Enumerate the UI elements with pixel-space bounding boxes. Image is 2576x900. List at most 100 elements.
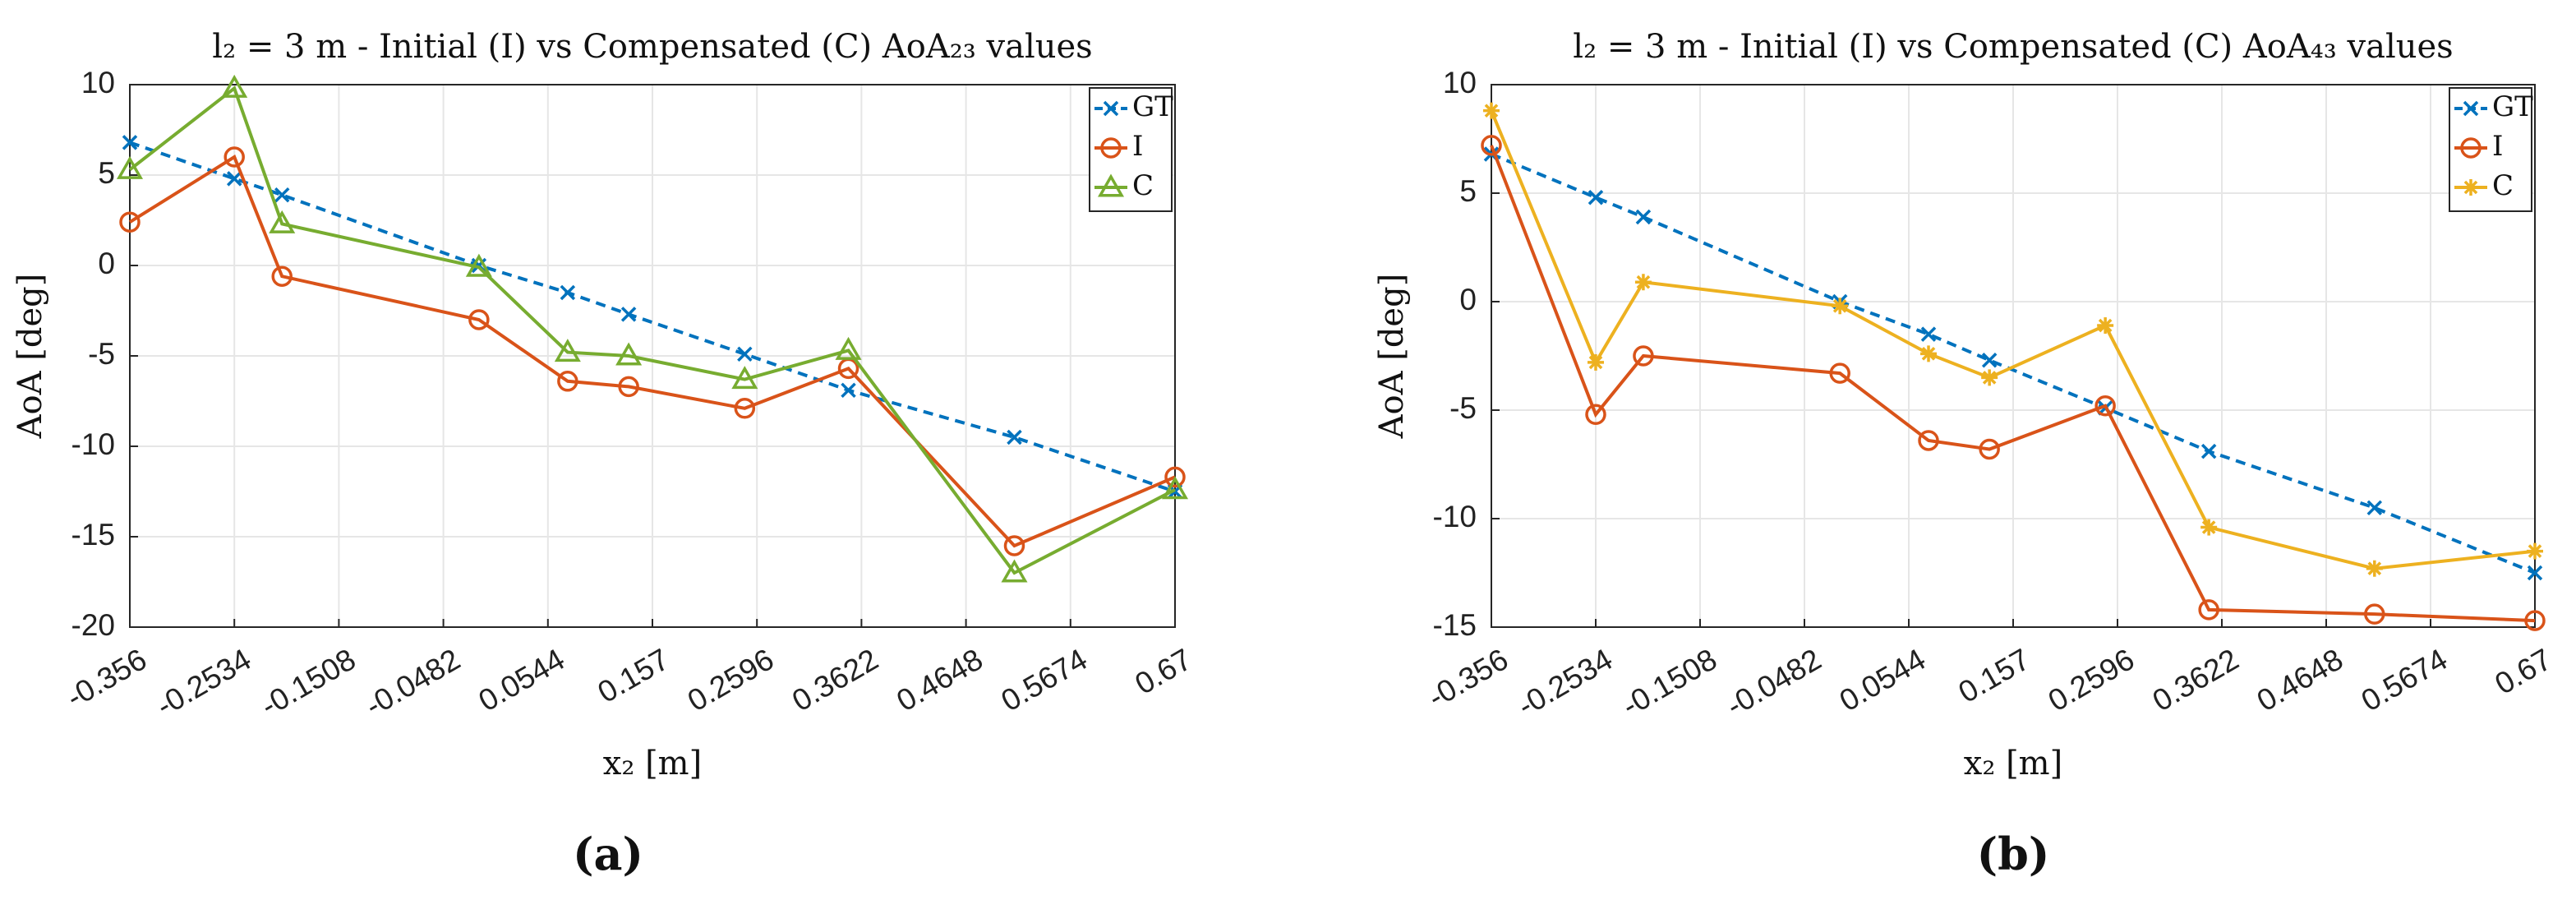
series-line-GT <box>1491 152 2536 575</box>
chart-title: l₂ = 3 m - Initial (I) vs Compensated (C… <box>1573 28 2453 66</box>
data-point <box>1161 476 1189 500</box>
data-point <box>737 346 753 362</box>
series-line-I <box>128 155 1176 548</box>
x-tick-label: 0.0544 <box>1834 642 1932 718</box>
x-tick-label: -0.2534 <box>150 642 256 722</box>
legend-label: C <box>2492 169 2514 202</box>
data-point <box>269 210 296 233</box>
data-point <box>1979 438 2000 460</box>
data-point <box>2366 500 2383 516</box>
legend-entry-I: I <box>2454 130 2503 163</box>
data-point <box>2527 565 2543 581</box>
data-point <box>271 265 293 287</box>
data-point <box>1832 298 1849 315</box>
series-C <box>116 74 1189 583</box>
y-axis-label: AoA [deg] <box>12 274 49 440</box>
legend: GT IC <box>2449 87 2533 212</box>
legend-label: I <box>2492 130 2503 163</box>
data-point <box>1001 559 1028 583</box>
x-axis-label: x₂ [m] <box>603 745 702 782</box>
data-point <box>835 336 862 360</box>
data-point <box>1164 466 1186 488</box>
x-tick-label: 0.157 <box>1953 642 2036 709</box>
data-point <box>221 74 248 98</box>
panel-label: (a) <box>573 828 643 880</box>
data-point <box>1633 345 1654 367</box>
x-tick-label: 0.4648 <box>2251 642 2349 718</box>
data-point <box>560 284 576 301</box>
data-point <box>1003 535 1025 556</box>
legend-entry-GT: GT <box>2454 90 2533 123</box>
x-tick-label: 0.67 <box>2489 642 2557 701</box>
series-line-C <box>1490 109 2536 570</box>
y-tick-label: 5 <box>1459 174 1477 208</box>
x-tick-label: 0.3622 <box>2147 642 2245 718</box>
y-tick-label: 0 <box>98 247 115 280</box>
chart-panel-2: -0.356-0.2534-0.1508-0.0482 0.0544 0.157 0.… <box>1373 28 2557 880</box>
chart-panel-1: -0.356-0.2534-0.1508-0.0482 0.0544 0.157 0.… <box>12 28 1197 880</box>
x-tick-label: 0.2596 <box>2043 642 2141 718</box>
data-point <box>1981 353 1998 368</box>
data-point <box>1483 102 1500 119</box>
x-tick-label: 0.5674 <box>2356 642 2454 718</box>
legend-entry-C: C <box>1094 169 1154 202</box>
legend-marker <box>2460 137 2482 159</box>
x-tick-label: 0.67 <box>1129 642 1197 701</box>
y-tick-label: -5 <box>88 337 115 371</box>
data-point <box>2200 443 2217 459</box>
data-point <box>122 135 138 150</box>
x-tick-label: -0.356 <box>1422 642 1514 714</box>
x-tick-label: 0.5674 <box>995 642 1093 718</box>
data-point <box>2364 603 2385 625</box>
x-tick-label: 0.3622 <box>786 642 884 718</box>
y-tick-label: 0 <box>1459 283 1477 316</box>
data-point <box>2094 395 2116 417</box>
legend-label: GT <box>2492 90 2533 123</box>
data-point <box>116 155 144 179</box>
legend-marker <box>1100 137 1122 159</box>
x-tick-label: 0.0544 <box>472 642 570 718</box>
x-tick-label: 0.157 <box>592 642 675 709</box>
legend: GT IC <box>1089 87 1173 212</box>
y-tick-label: 10 <box>1443 66 1477 99</box>
x-tick-label: -0.356 <box>61 642 152 714</box>
legend-marker <box>1097 173 1125 197</box>
series-I <box>1481 135 2546 631</box>
y-tick-label: 10 <box>81 66 115 99</box>
data-point <box>1588 190 1604 205</box>
data-point <box>226 171 242 187</box>
data-point <box>615 342 643 366</box>
data-point <box>119 211 141 233</box>
data-point <box>1634 274 1652 291</box>
data-point <box>1981 369 1998 386</box>
series-line-I <box>1490 145 2536 623</box>
y-tick-label: -15 <box>71 518 115 552</box>
data-point <box>554 339 581 362</box>
data-point <box>1481 135 1502 156</box>
data-point <box>465 253 492 277</box>
data-point <box>1007 429 1022 445</box>
series-C <box>1483 102 2543 577</box>
panel-label: (b) <box>1977 828 2050 880</box>
data-point <box>734 398 756 419</box>
x-tick-label: -0.2534 <box>1512 642 1618 722</box>
data-point <box>1920 345 1938 362</box>
legend-marker <box>1103 100 1119 117</box>
data-point <box>2200 519 2218 536</box>
y-tick-label: -15 <box>1433 608 1477 642</box>
data-point <box>1588 353 1604 371</box>
legend-marker <box>2463 100 2479 117</box>
series-line-C <box>128 85 1176 575</box>
legend-label: I <box>1132 130 1143 163</box>
series-line-GT <box>129 141 1176 493</box>
x-tick-label: -0.1508 <box>1616 642 1722 722</box>
data-point <box>2198 599 2219 621</box>
x-tick-label: 0.4648 <box>891 642 988 718</box>
data-point <box>2097 317 2114 335</box>
y-axis-label: AoA [deg] <box>1373 274 1411 440</box>
y-tick-label: -10 <box>1433 500 1477 533</box>
legend-entry-I: I <box>1094 130 1143 163</box>
y-tick-label: -10 <box>71 427 115 461</box>
data-point <box>731 366 758 390</box>
